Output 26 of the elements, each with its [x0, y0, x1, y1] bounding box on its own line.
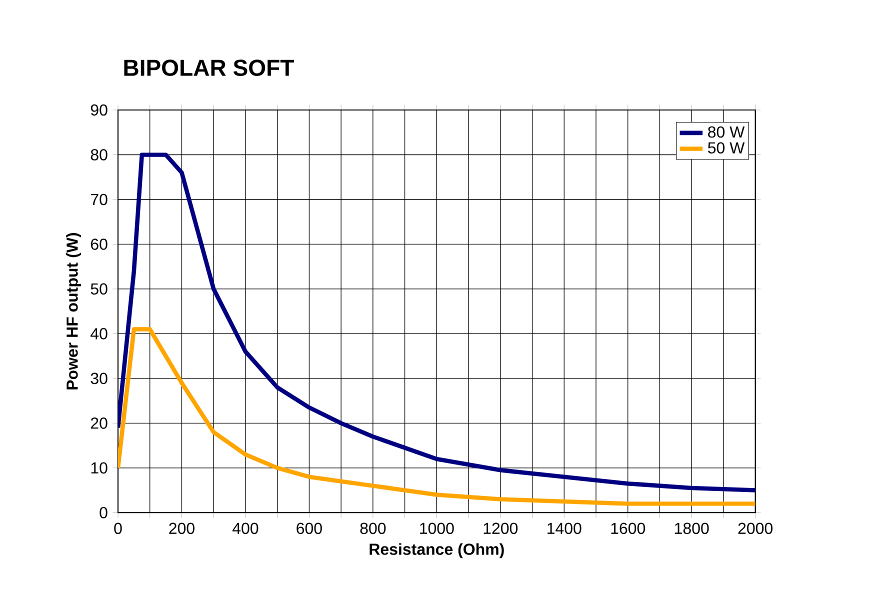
y-tick-label: 80 [90, 149, 108, 160]
y-tick-label: 20 [90, 418, 108, 429]
legend-label: 80 W [708, 126, 745, 138]
x-tick-label: 1200 [484, 522, 518, 534]
y-tick-label: 0 [100, 506, 108, 518]
x-tick-label: 600 [296, 522, 322, 534]
y-tick-label: 60 [90, 238, 108, 250]
y-tick-label: 40 [90, 328, 108, 340]
x-axis-title: Resistance (Ohm) [370, 543, 504, 558]
y-tick-label: 70 [90, 194, 108, 206]
x-tick-label: 400 [232, 522, 258, 534]
x-tick-label: 1000 [420, 522, 454, 534]
y-tick-label: 90 [90, 104, 108, 116]
x-tick-label: 1400 [548, 522, 582, 534]
x-tick-label: 1800 [675, 522, 709, 534]
y-tick-label: 50 [90, 283, 108, 295]
y-axis-title: Power HF output (W) [66, 233, 82, 390]
x-tick-label: 800 [360, 522, 386, 534]
x-tick-label: 200 [169, 522, 194, 534]
chart-title: BIPOLAR SOFT [124, 60, 294, 76]
x-tick-label: 2000 [738, 522, 773, 534]
x-tick-label: 0 [114, 522, 122, 534]
y-tick-label: 10 [91, 462, 108, 474]
y-tick-label: 30 [90, 372, 108, 384]
legend-label: 50 W [708, 142, 745, 154]
x-tick-label: 1600 [611, 522, 646, 534]
